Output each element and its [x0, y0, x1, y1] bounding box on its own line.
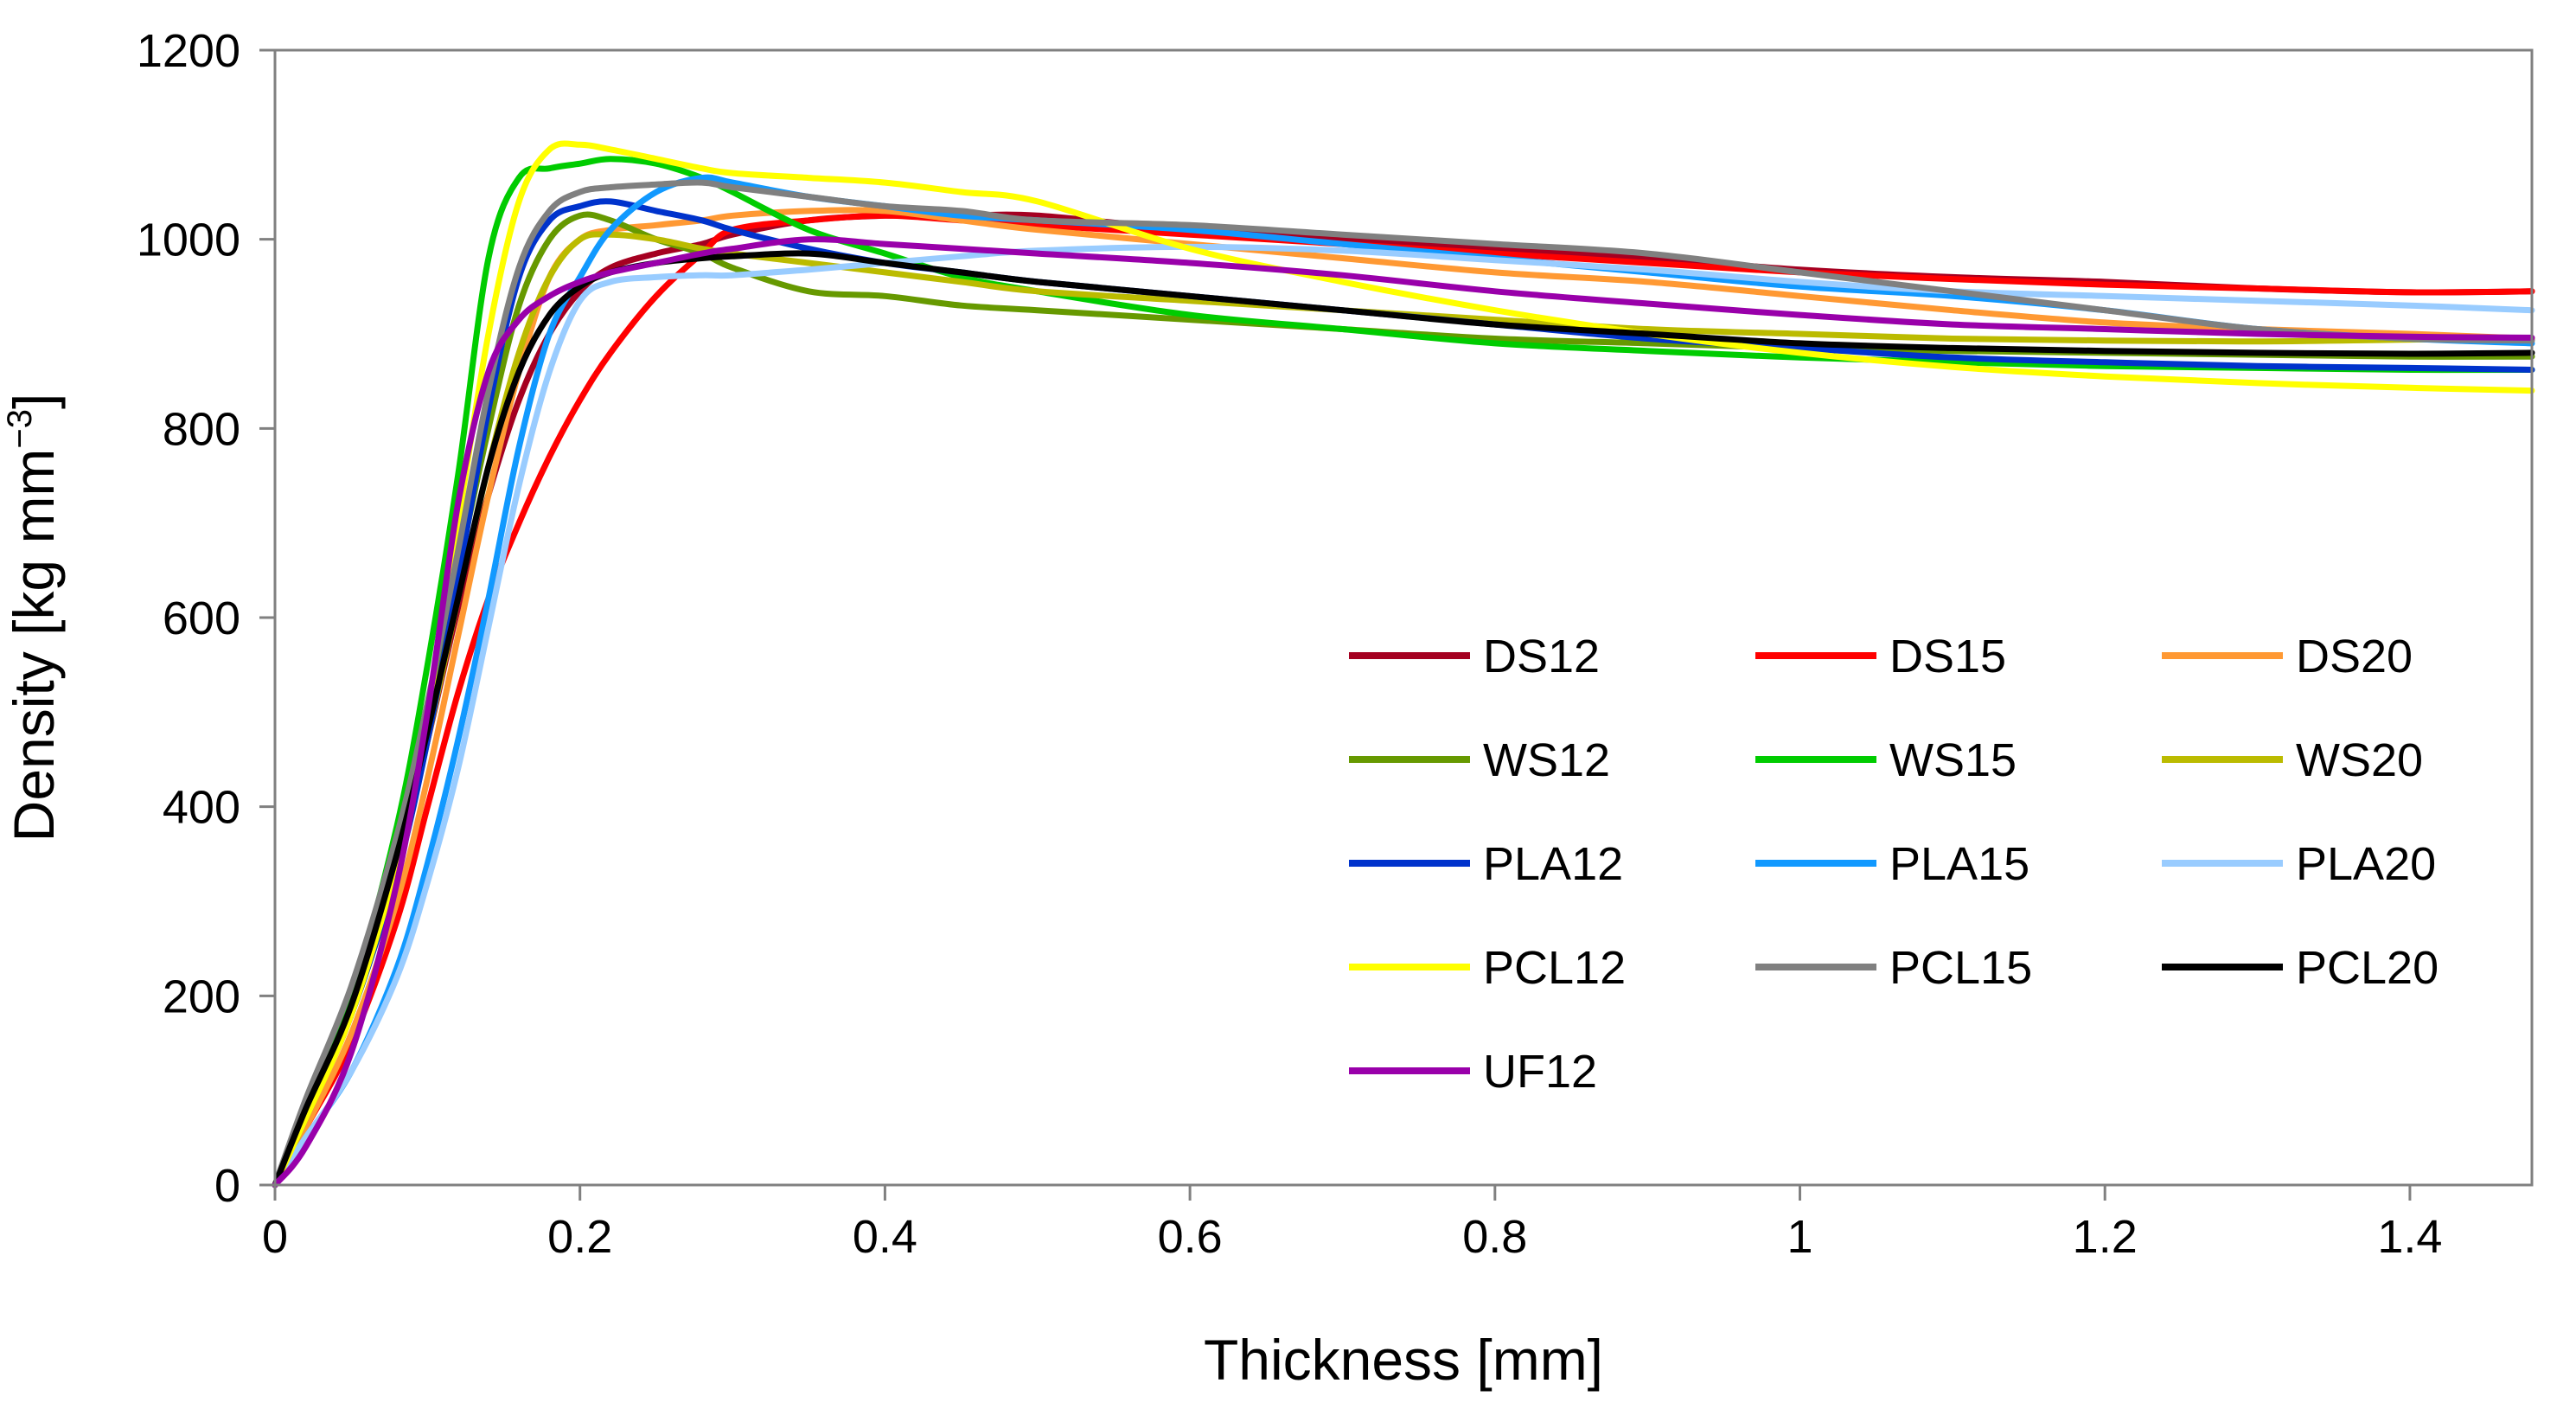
series-line-uf12: [272, 236, 2535, 1188]
legend-label: UF12: [1483, 1046, 1597, 1098]
y-tick-label: 200: [163, 970, 240, 1022]
legend-item-pla20: PLA20: [2162, 838, 2436, 890]
x-tick-label: 0.6: [1158, 1211, 1223, 1263]
y-tick-label: 600: [163, 592, 240, 644]
series-line-ds20: [272, 207, 2535, 1188]
y-tick-label: 0: [214, 1160, 240, 1212]
y-axis-title-end: ]: [2, 394, 66, 409]
x-axis: 0 0.2 0.4 0.6 0.8 1 1.2 1.4: [262, 1185, 2442, 1263]
legend-label: PLA12: [1483, 838, 1623, 890]
legend-item-pcl12: PCL12: [1349, 942, 1626, 994]
x-tick-label: 1.2: [2073, 1211, 2138, 1263]
legend-label: WS12: [1483, 734, 1610, 786]
y-axis-title: Density [kg mm−3]: [1, 394, 66, 842]
series-line-ws15: [272, 156, 2535, 1188]
legend-item-pla15: PLA15: [1755, 838, 2029, 890]
y-axis-title-main: Density [kg mm: [2, 449, 66, 842]
legend-item-uf12: UF12: [1349, 1046, 1597, 1098]
series-line-ds15: [272, 212, 2535, 1188]
legend-label: PCL15: [1889, 942, 2032, 994]
legend-label: WS15: [1889, 734, 2017, 786]
plot-area: [272, 48, 2535, 1188]
legend-label: DS12: [1483, 631, 1600, 682]
legend-item-ws15: WS15: [1755, 734, 2017, 786]
y-tick-label: 1200: [137, 25, 240, 77]
legend-label: PLA20: [2296, 838, 2436, 890]
y-tick-label: 1000: [137, 215, 240, 266]
legend-item-ds12: DS12: [1349, 631, 1600, 682]
series-line-pcl20: [272, 250, 2535, 1188]
legend-item-pcl20: PCL20: [2162, 942, 2439, 994]
y-tick-label: 800: [163, 403, 240, 455]
y-axis-title-superscript: −3: [1, 409, 39, 449]
legend-item-ds15: DS15: [1755, 631, 2006, 682]
legend-label: PLA15: [1889, 838, 2029, 890]
x-axis-title: Thickness [mm]: [1204, 1328, 1603, 1392]
legend-item-ds20: DS20: [2162, 631, 2413, 682]
legend-item-pla12: PLA12: [1349, 838, 1623, 890]
legend-label: DS15: [1889, 631, 2006, 682]
y-axis: 0 200 400 600 800 1000 1200: [137, 25, 275, 1212]
legend-label: PCL12: [1483, 942, 1626, 994]
legend: DS12 DS15 DS20 WS12 WS15 WS20 PLA12 PLA15 PLA20 P…: [1349, 631, 2439, 1098]
y-tick-label: 400: [163, 782, 240, 834]
x-tick-label: 0.8: [1462, 1211, 1527, 1263]
legend-label: WS20: [2296, 734, 2423, 786]
x-tick-label: 1.4: [2377, 1211, 2442, 1263]
x-tick-label: 1: [1787, 1211, 1812, 1263]
legend-label: DS20: [2296, 631, 2413, 682]
legend-item-ws20: WS20: [2162, 734, 2423, 786]
legend-item-pcl15: PCL15: [1755, 942, 2032, 994]
x-tick-label: 0: [262, 1211, 288, 1263]
legend-label: PCL20: [2296, 942, 2439, 994]
x-tick-label: 0.4: [853, 1211, 917, 1263]
legend-item-ws12: WS12: [1349, 734, 1610, 786]
x-tick-label: 0.2: [547, 1211, 612, 1263]
series-layer: [272, 140, 2535, 1188]
